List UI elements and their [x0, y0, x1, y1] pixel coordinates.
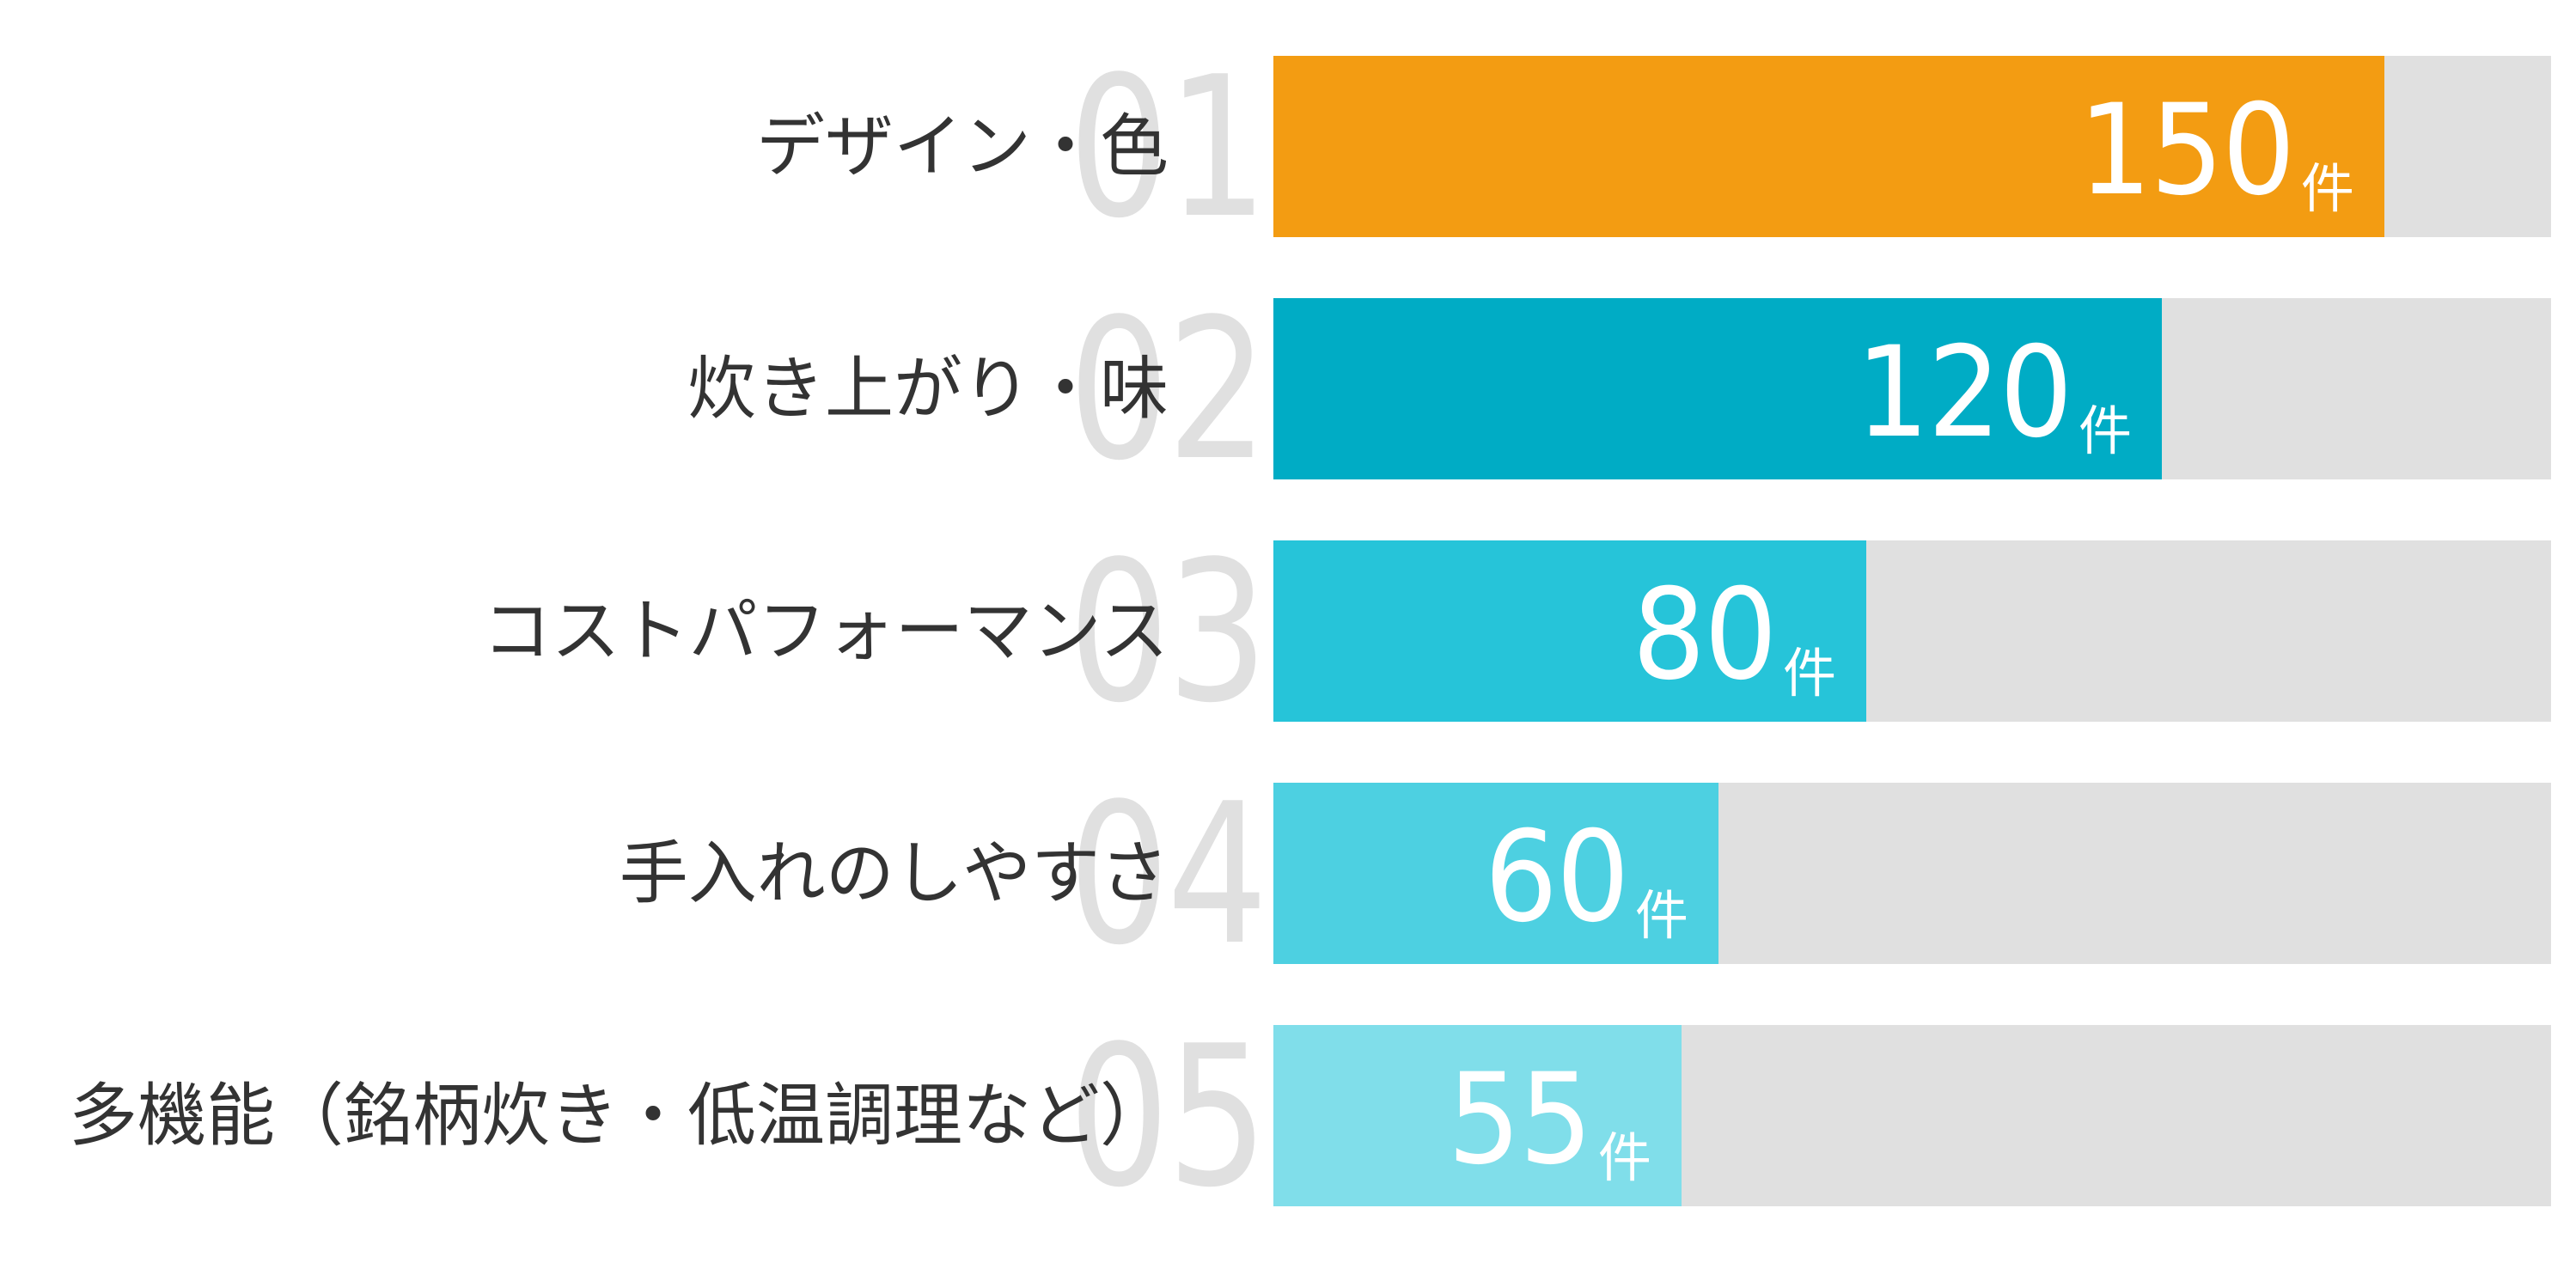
- category-label: 炊き上がり・味: [687, 349, 1169, 429]
- chart-row-4: 04 手入れのしやすさ 60 件: [0, 764, 2576, 987]
- value-number: 55: [1447, 1046, 1593, 1193]
- value-label: 80 件: [1620, 562, 1836, 708]
- value-label: 55 件: [1435, 1046, 1651, 1193]
- chart-row-5: 05 多機能（銘柄炊き・低温調理など） 55 件: [0, 1006, 2576, 1229]
- value-label: 150 件: [2060, 77, 2354, 223]
- bar-fill: 80 件: [1273, 540, 1866, 722]
- rank-number: 04: [1068, 762, 1269, 988]
- value-label: 60 件: [1472, 804, 1688, 950]
- value-number: 60: [1484, 804, 1630, 950]
- category-label: 多機能（銘柄炊き・低温調理など）: [69, 1076, 1169, 1156]
- rank-number: 02: [1068, 278, 1269, 503]
- bar-track: 150 件: [1273, 56, 2551, 237]
- value-unit: 件: [2300, 157, 2354, 220]
- rank-number: 03: [1068, 520, 1269, 746]
- bar-fill: 120 件: [1273, 298, 2163, 479]
- value-number: 120: [1856, 320, 2073, 466]
- chart-row-1: 01 デザイン・色 150 件: [0, 37, 2576, 260]
- chart-row-2: 02 炊き上がり・味 120 件: [0, 279, 2576, 503]
- bar-track: 55 件: [1273, 1025, 2551, 1206]
- value-unit: 件: [1782, 642, 1836, 705]
- bar-fill: 150 件: [1273, 56, 2384, 237]
- value-number: 150: [2079, 77, 2296, 223]
- rank-number: 05: [1068, 1004, 1269, 1230]
- rank-number: 01: [1068, 35, 1269, 261]
- category-label: コストパフォーマンス: [482, 591, 1169, 671]
- category-label: デザイン・色: [756, 107, 1169, 186]
- category-label: 手入れのしやすさ: [619, 833, 1169, 913]
- value-unit: 件: [2079, 400, 2133, 462]
- bar-fill: 60 件: [1273, 783, 1718, 964]
- chart-row-3: 03 コストパフォーマンス 80 件: [0, 522, 2576, 745]
- bar-track: 120 件: [1273, 298, 2551, 479]
- value-unit: 件: [1634, 884, 1688, 947]
- value-number: 80: [1632, 562, 1778, 708]
- bar-fill: 55 件: [1273, 1025, 1682, 1206]
- bar-track: 80 件: [1273, 540, 2551, 722]
- value-label: 120 件: [1837, 320, 2133, 466]
- value-unit: 件: [1597, 1126, 1651, 1189]
- bar-track: 60 件: [1273, 783, 2551, 964]
